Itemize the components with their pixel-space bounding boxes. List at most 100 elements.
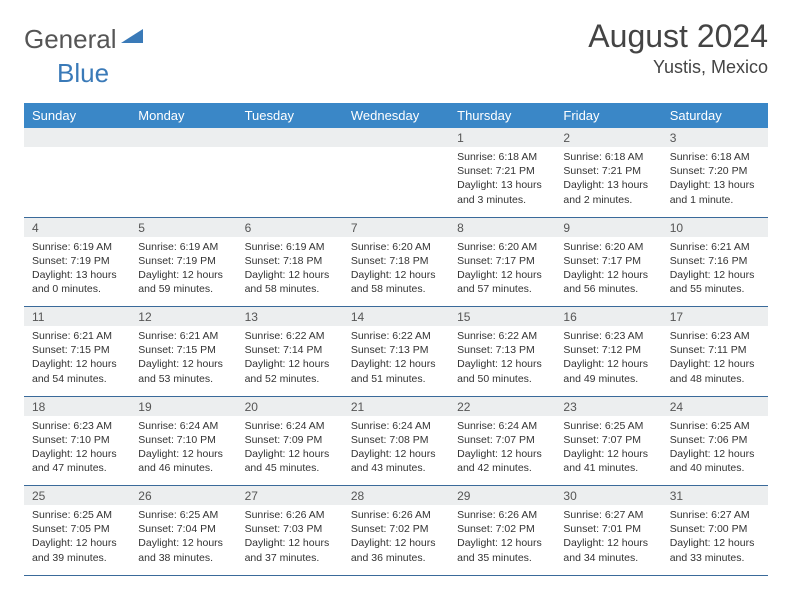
sunset-text: Sunset: 7:17 PM <box>457 254 547 268</box>
day-content-cell: Sunrise: 6:19 AMSunset: 7:19 PMDaylight:… <box>24 237 130 307</box>
day-content-cell: Sunrise: 6:25 AMSunset: 7:04 PMDaylight:… <box>130 505 236 575</box>
sunset-text: Sunset: 7:16 PM <box>670 254 760 268</box>
day-content-cell: Sunrise: 6:20 AMSunset: 7:18 PMDaylight:… <box>343 237 449 307</box>
day-content-cell: Sunrise: 6:23 AMSunset: 7:12 PMDaylight:… <box>555 326 661 396</box>
daylight-text: Daylight: 12 hours and 43 minutes. <box>351 447 441 475</box>
daylight-text: Daylight: 12 hours and 37 minutes. <box>245 536 335 564</box>
day-number-cell: 17 <box>662 307 768 327</box>
daylight-text: Daylight: 12 hours and 54 minutes. <box>32 357 122 385</box>
day-number-row: 11121314151617 <box>24 307 768 327</box>
sunrise-text: Sunrise: 6:22 AM <box>245 329 335 343</box>
day-content-cell: Sunrise: 6:27 AMSunset: 7:01 PMDaylight:… <box>555 505 661 575</box>
day-content-cell: Sunrise: 6:23 AMSunset: 7:10 PMDaylight:… <box>24 416 130 486</box>
day-content-cell: Sunrise: 6:20 AMSunset: 7:17 PMDaylight:… <box>449 237 555 307</box>
day-content-cell <box>237 147 343 217</box>
day-number-cell: 6 <box>237 217 343 237</box>
daylight-text: Daylight: 12 hours and 53 minutes. <box>138 357 228 385</box>
daylight-text: Daylight: 12 hours and 34 minutes. <box>563 536 653 564</box>
logo-word-general: General <box>24 24 117 55</box>
sunset-text: Sunset: 7:07 PM <box>563 433 653 447</box>
day-number-cell: 25 <box>24 486 130 506</box>
daylight-text: Daylight: 13 hours and 3 minutes. <box>457 178 547 206</box>
sunset-text: Sunset: 7:09 PM <box>245 433 335 447</box>
sunset-text: Sunset: 7:03 PM <box>245 522 335 536</box>
day-number-cell: 19 <box>130 396 236 416</box>
day-content-cell: Sunrise: 6:20 AMSunset: 7:17 PMDaylight:… <box>555 237 661 307</box>
day-number-cell: 18 <box>24 396 130 416</box>
day-number-cell: 24 <box>662 396 768 416</box>
sunrise-text: Sunrise: 6:23 AM <box>670 329 760 343</box>
day-number-cell: 5 <box>130 217 236 237</box>
sunset-text: Sunset: 7:10 PM <box>32 433 122 447</box>
day-content-cell: Sunrise: 6:25 AMSunset: 7:07 PMDaylight:… <box>555 416 661 486</box>
day-content-cell: Sunrise: 6:26 AMSunset: 7:03 PMDaylight:… <box>237 505 343 575</box>
sunrise-text: Sunrise: 6:23 AM <box>32 419 122 433</box>
daylight-text: Daylight: 12 hours and 41 minutes. <box>563 447 653 475</box>
day-number-cell: 28 <box>343 486 449 506</box>
day-number-cell: 30 <box>555 486 661 506</box>
daylight-text: Daylight: 12 hours and 51 minutes. <box>351 357 441 385</box>
sunrise-text: Sunrise: 6:27 AM <box>670 508 760 522</box>
day-content-cell: Sunrise: 6:22 AMSunset: 7:14 PMDaylight:… <box>237 326 343 396</box>
day-number-cell: 9 <box>555 217 661 237</box>
day-content-cell: Sunrise: 6:22 AMSunset: 7:13 PMDaylight:… <box>449 326 555 396</box>
day-number-row: 123 <box>24 128 768 147</box>
sunrise-text: Sunrise: 6:26 AM <box>351 508 441 522</box>
sunrise-text: Sunrise: 6:19 AM <box>138 240 228 254</box>
day-content-cell <box>343 147 449 217</box>
day-content-cell: Sunrise: 6:25 AMSunset: 7:05 PMDaylight:… <box>24 505 130 575</box>
day-content-cell: Sunrise: 6:19 AMSunset: 7:18 PMDaylight:… <box>237 237 343 307</box>
daylight-text: Daylight: 12 hours and 49 minutes. <box>563 357 653 385</box>
sunrise-text: Sunrise: 6:24 AM <box>138 419 228 433</box>
day-number-cell: 11 <box>24 307 130 327</box>
daylight-text: Daylight: 13 hours and 1 minute. <box>670 178 760 206</box>
sunrise-text: Sunrise: 6:23 AM <box>563 329 653 343</box>
day-content-row: Sunrise: 6:23 AMSunset: 7:10 PM Daylight:… <box>24 416 768 486</box>
daylight-text: Daylight: 12 hours and 33 minutes. <box>670 536 760 564</box>
day-number-cell: 29 <box>449 486 555 506</box>
daylight-text: Daylight: 12 hours and 36 minutes. <box>351 536 441 564</box>
day-number-cell: 1 <box>449 128 555 147</box>
sunrise-text: Sunrise: 6:19 AM <box>245 240 335 254</box>
daylight-text: Daylight: 12 hours and 38 minutes. <box>138 536 228 564</box>
day-number-cell: 27 <box>237 486 343 506</box>
title-block: August 2024 Yustis, Mexico <box>588 18 768 78</box>
day-number-cell: 22 <box>449 396 555 416</box>
day-content-row: Sunrise: 6:18 AMSunset: 7:21 PMDaylight:… <box>24 147 768 217</box>
sunrise-text: Sunrise: 6:18 AM <box>670 150 760 164</box>
sunrise-text: Sunrise: 6:22 AM <box>457 329 547 343</box>
day-number-cell: 2 <box>555 128 661 147</box>
day-content-cell: Sunrise: 6:21 AMSunset: 7:16 PMDaylight:… <box>662 237 768 307</box>
day-header: Wednesday <box>343 103 449 128</box>
sunrise-text: Sunrise: 6:20 AM <box>351 240 441 254</box>
day-content-row: Sunrise: 6:21 AMSunset: 7:15 PMDaylight:… <box>24 326 768 396</box>
day-header: Sunday <box>24 103 130 128</box>
sunrise-text: Sunrise: 6:22 AM <box>351 329 441 343</box>
sunset-text: Sunset: 7:05 PM <box>32 522 122 536</box>
sunset-text: Sunset: 7:14 PM <box>245 343 335 357</box>
day-header: Monday <box>130 103 236 128</box>
daylight-text: Daylight: 12 hours and 56 minutes. <box>563 268 653 296</box>
daylight-text: Daylight: 12 hours and 57 minutes. <box>457 268 547 296</box>
sunset-text: Sunset: 7:02 PM <box>457 522 547 536</box>
day-content-cell: Sunrise: 6:22 AMSunset: 7:13 PMDaylight:… <box>343 326 449 396</box>
daylight-text: Daylight: 12 hours and 42 minutes. <box>457 447 547 475</box>
daylight-text: Daylight: 13 hours and 2 minutes. <box>563 178 653 206</box>
sunset-text: Sunset: 7:19 PM <box>32 254 122 268</box>
sunrise-text: Sunrise: 6:20 AM <box>563 240 653 254</box>
logo: General <box>24 18 145 55</box>
day-content-cell: Sunrise: 6:24 AMSunset: 7:09 PMDaylight:… <box>237 416 343 486</box>
day-number-row: 18192021222324 <box>24 396 768 416</box>
sunrise-text: Sunrise: 6:21 AM <box>670 240 760 254</box>
day-header: Saturday <box>662 103 768 128</box>
day-content-row: Sunrise: 6:25 AMSunset: 7:05 PMDaylight:… <box>24 505 768 575</box>
sunrise-text: Sunrise: 6:27 AM <box>563 508 653 522</box>
day-number-cell: 26 <box>130 486 236 506</box>
sunrise-text: Sunrise: 6:24 AM <box>457 419 547 433</box>
day-content-cell: Sunrise: 6:25 AMSunset: 7:06 PMDaylight:… <box>662 416 768 486</box>
day-number-cell <box>24 128 130 147</box>
sunrise-text: Sunrise: 6:20 AM <box>457 240 547 254</box>
sunrise-text: Sunrise: 6:21 AM <box>32 329 122 343</box>
day-content-cell: Sunrise: 6:24 AMSunset: 7:10 PMDaylight:… <box>130 416 236 486</box>
day-content-cell: Sunrise: 6:24 AMSunset: 7:08 PMDaylight:… <box>343 416 449 486</box>
